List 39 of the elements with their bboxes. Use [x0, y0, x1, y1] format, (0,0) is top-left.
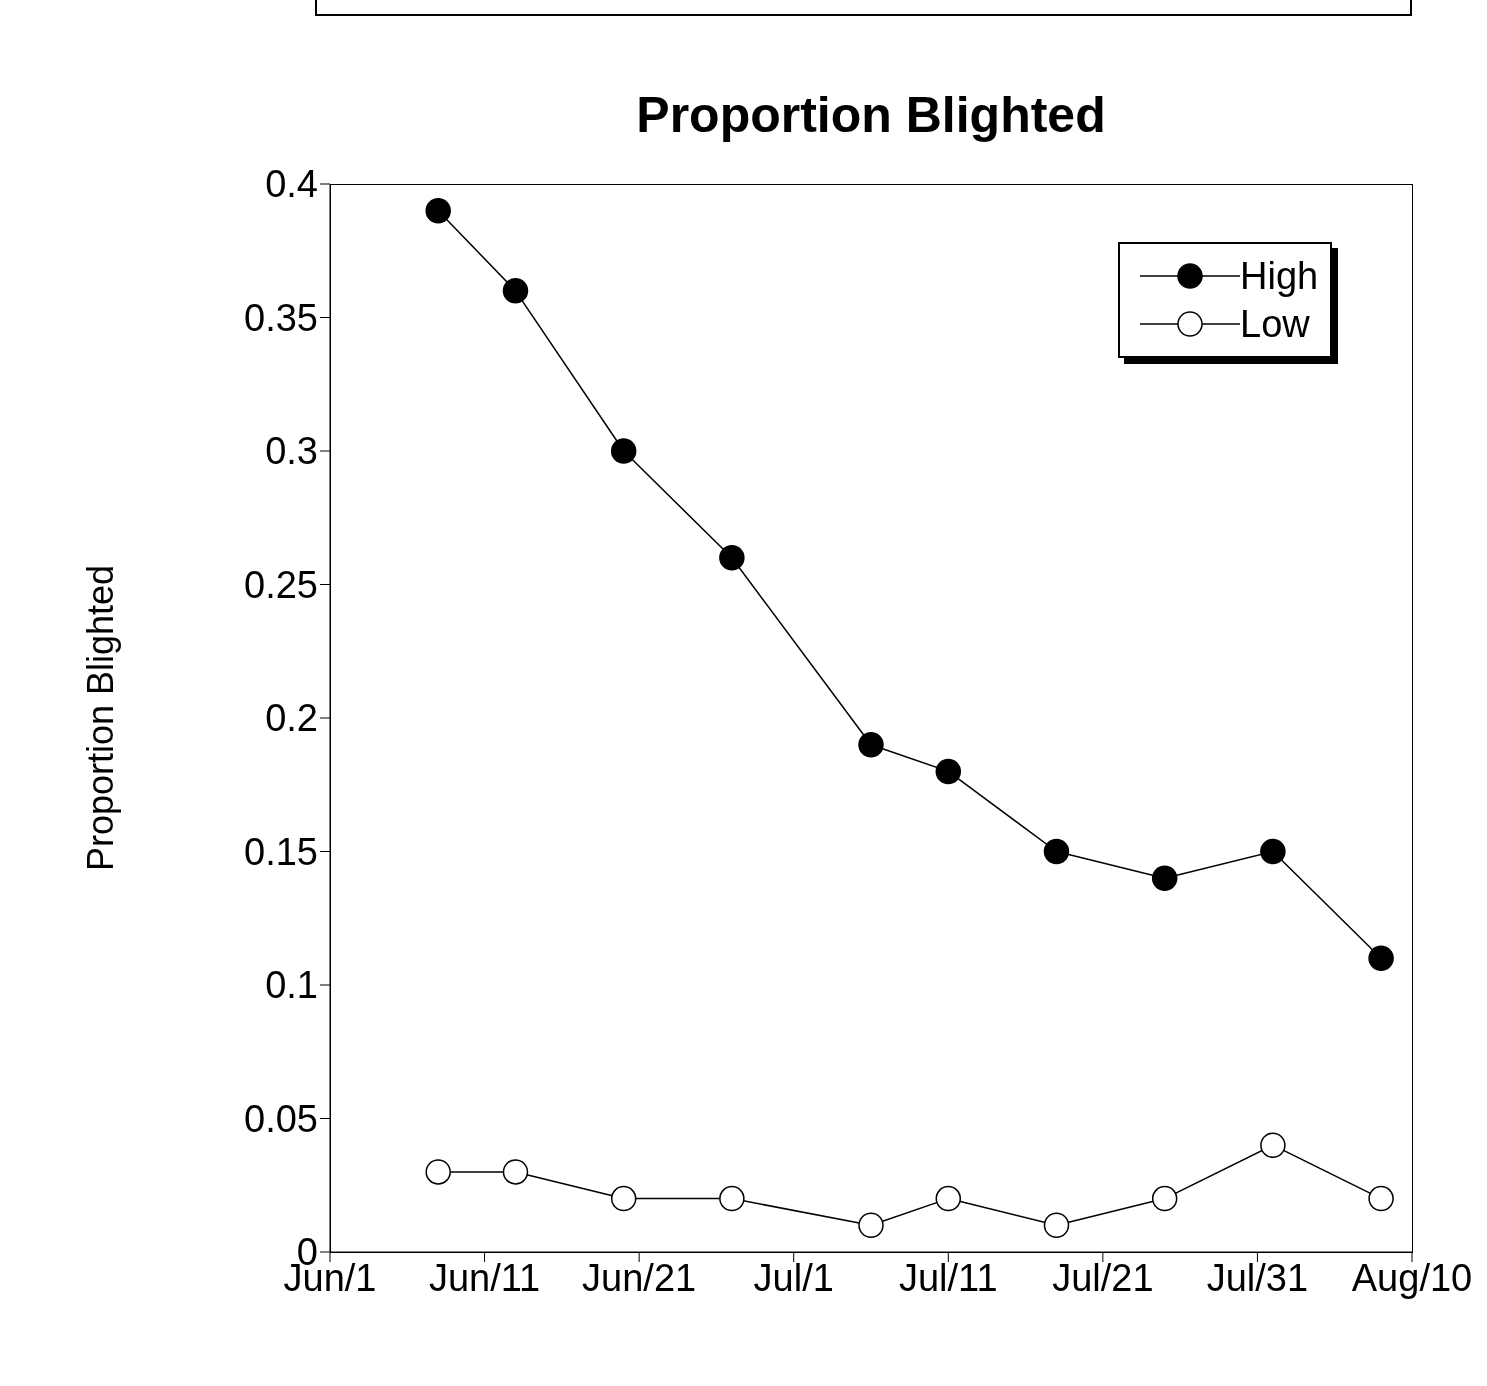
y-tick-label: 0.25 — [244, 563, 318, 606]
point — [1043, 838, 1070, 865]
y-tick-label: 0.2 — [265, 697, 318, 740]
x-tick-label: Jul/31 — [1206, 1256, 1309, 1299]
x-tick-label: Aug/10 — [1351, 1256, 1473, 1299]
chart-title: Proportion Blighted — [635, 86, 1107, 144]
legend-label: Low — [1240, 302, 1310, 346]
point — [502, 1159, 529, 1185]
point — [610, 438, 637, 464]
y-tick-label: 0.15 — [244, 830, 318, 873]
point — [1260, 838, 1286, 865]
y-tick-label: 0.1 — [265, 964, 318, 1007]
point — [502, 278, 529, 304]
point — [1151, 1185, 1178, 1212]
point — [1043, 1212, 1070, 1239]
point — [858, 731, 884, 758]
point — [610, 1185, 637, 1212]
x-tick-label: Jul/1 — [753, 1256, 834, 1299]
point — [935, 758, 962, 785]
point — [1151, 865, 1178, 891]
y-tick-label: 0.35 — [244, 296, 318, 339]
y-tick-label: 0.4 — [265, 163, 318, 206]
point — [1368, 945, 1394, 972]
point — [425, 1159, 451, 1185]
y-axis-title: Proportion Blighted — [79, 564, 121, 872]
x-tick-label: Jun/21 — [582, 1256, 697, 1299]
legend-label: High — [1240, 254, 1319, 298]
point — [858, 1212, 884, 1239]
point — [719, 1185, 745, 1212]
point — [719, 545, 745, 571]
point — [1368, 1185, 1394, 1212]
x-tick-label: Jul/21 — [1052, 1256, 1154, 1299]
point — [935, 1185, 962, 1212]
y-tick-label: 0.3 — [265, 430, 318, 473]
point — [425, 197, 451, 224]
x-tick-label: Jun/11 — [428, 1256, 541, 1299]
point — [1260, 1132, 1286, 1158]
x-tick-label: Jul/11 — [898, 1256, 998, 1299]
y-tick-label: 0.05 — [244, 1097, 318, 1140]
